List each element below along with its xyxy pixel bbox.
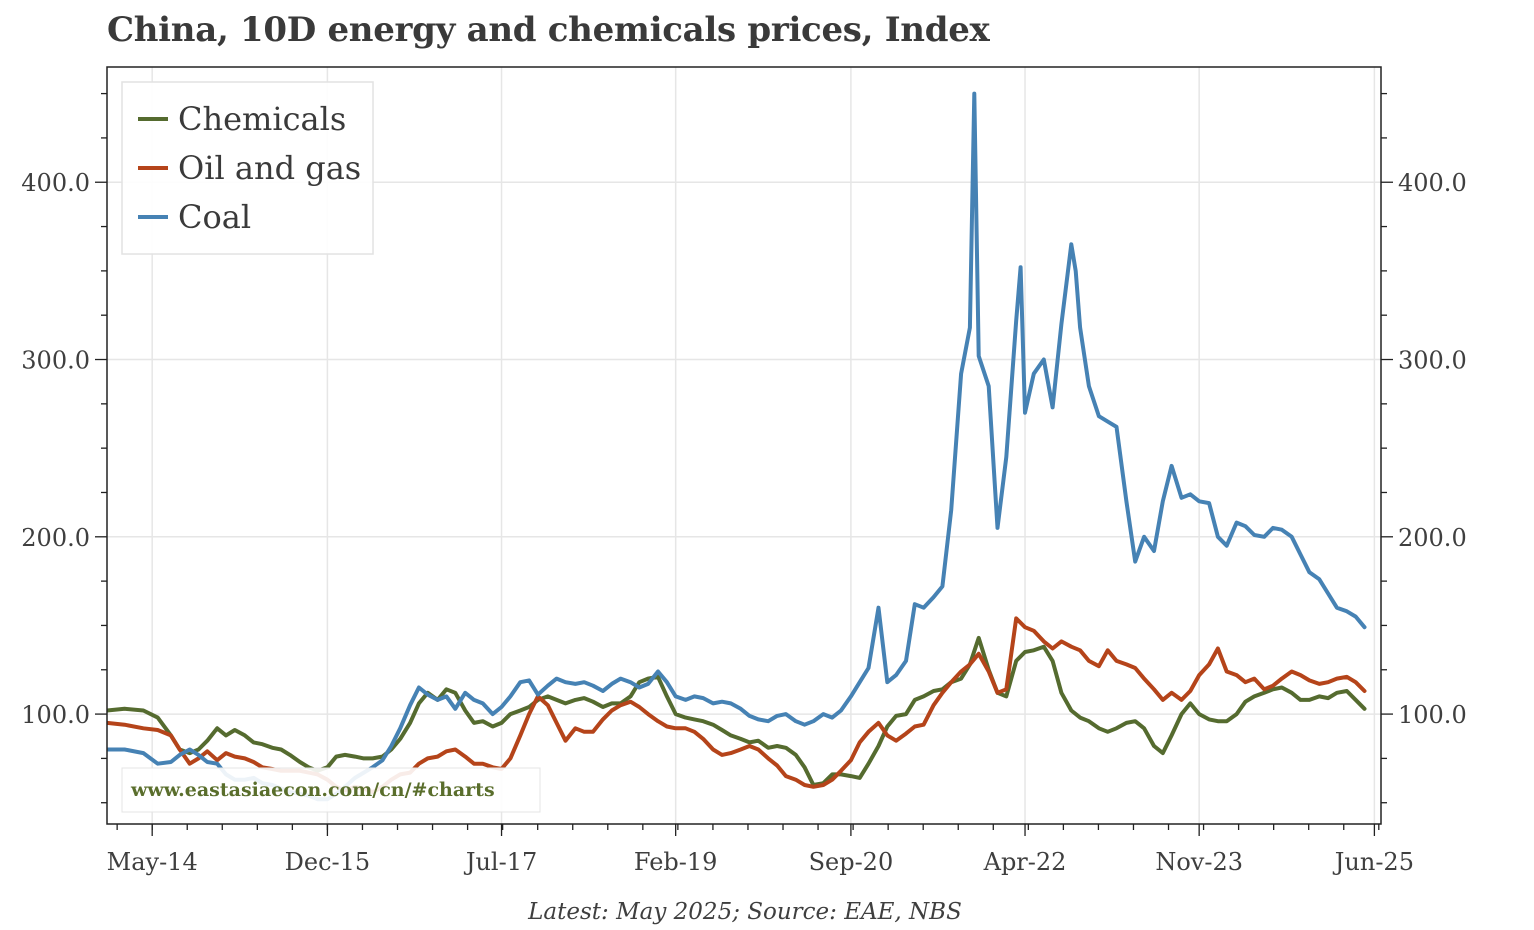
legend-label: Oil and gas (178, 149, 361, 187)
x-tick-label: Apr-22 (983, 848, 1067, 876)
x-tick-label: Jun-25 (1332, 848, 1414, 876)
x-tick-label: Sep-20 (809, 848, 894, 876)
watermark-box: www.eastasiaecon.com/cn/#charts (121, 767, 541, 813)
legend-label: Chemicals (178, 100, 346, 138)
legend: Chemicals Oil and gas Coal (121, 81, 374, 255)
y-tick-label-right: 100.0 (1398, 701, 1467, 729)
y-tick-label-right: 400.0 (1398, 169, 1467, 197)
y-tick-label-left: 200.0 (21, 524, 90, 552)
source-note: Latest: May 2025; Source: EAE, NBS (527, 899, 962, 925)
x-tick-label: Dec-15 (285, 848, 371, 876)
chart-title: China, 10D energy and chemicals prices, … (107, 10, 990, 50)
x-tick-label: Nov-23 (1155, 848, 1243, 876)
x-tick-label: May-14 (107, 848, 198, 876)
plot-frame (106, 66, 1382, 825)
x-tick-label: Jul-17 (463, 848, 537, 876)
axes: 100.0 100.0 200.0 200.0 300.0 300.0 400.0 400.0… (21, 92, 1467, 876)
watermark-text: www.eastasiaecon.com/cn/#charts (130, 779, 495, 801)
y-tick-label-right: 300.0 (1398, 347, 1467, 375)
grid-lines (107, 67, 1381, 824)
y-tick-label-left: 100.0 (21, 701, 90, 729)
legend-label: Coal (178, 198, 251, 236)
y-tick-label-right: 200.0 (1398, 524, 1467, 552)
y-tick-label-left: 400.0 (21, 169, 90, 197)
y-tick-label-left: 300.0 (21, 347, 90, 375)
x-tick-label: Feb-19 (634, 848, 718, 876)
